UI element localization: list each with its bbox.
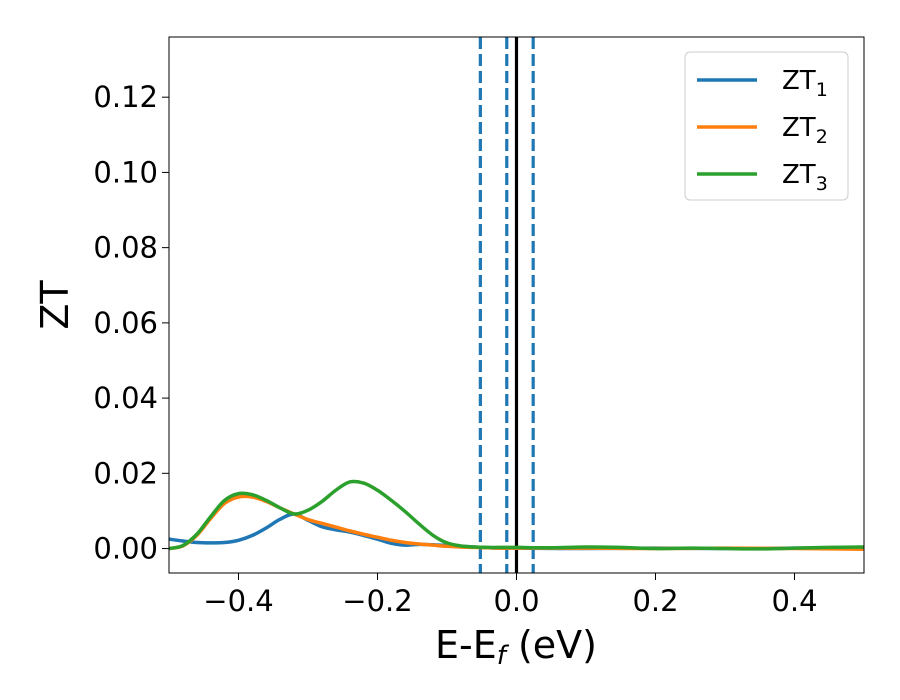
- legend-label-subscript: 3: [816, 173, 828, 195]
- legend-label-main: ZT: [782, 113, 816, 143]
- legend-label-zt2: ZT2: [782, 113, 828, 148]
- y-tick-label: 0.02: [93, 456, 158, 490]
- x-tick-label: −0.2: [342, 584, 412, 618]
- series-layer: [169, 479, 864, 552]
- y-tick-label: 0.08: [93, 231, 158, 265]
- x-axis-label-unit: (eV): [506, 623, 597, 667]
- legend-label-main: ZT: [782, 66, 816, 96]
- y-tick-label: 0.06: [93, 306, 158, 340]
- x-axis: −0.4 −0.2 0.0 0.2 0.4: [203, 573, 818, 618]
- x-tick-label: −0.4: [203, 584, 273, 618]
- y-tick-label: 0.00: [93, 532, 158, 566]
- x-tick-label: 0.2: [632, 584, 678, 618]
- y-axis: 0.00 0.02 0.04 0.06 0.08 0.10 0.12: [93, 80, 169, 566]
- legend-label-zt3: ZT3: [782, 160, 828, 195]
- series-line-zt3: [169, 479, 864, 551]
- legend-label-subscript: 2: [816, 126, 828, 148]
- y-tick-label: 0.10: [93, 155, 158, 189]
- legend-label-subscript: 1: [816, 79, 828, 101]
- legend-label-main: ZT: [782, 160, 816, 190]
- legend-label-zt1: ZT1: [782, 66, 828, 101]
- fermi-level-lines: [478, 37, 535, 573]
- y-tick-label: 0.04: [93, 381, 158, 415]
- legend-frame: [684, 51, 849, 201]
- x-tick-label: 0.4: [771, 584, 817, 618]
- x-tick-label: 0.0: [493, 584, 539, 618]
- y-axis-label: ZT: [33, 280, 77, 330]
- x-axis-label: E-Ef (eV): [435, 623, 597, 671]
- y-tick-label: 0.12: [93, 80, 158, 114]
- x-axis-label-main: E-E: [435, 623, 497, 667]
